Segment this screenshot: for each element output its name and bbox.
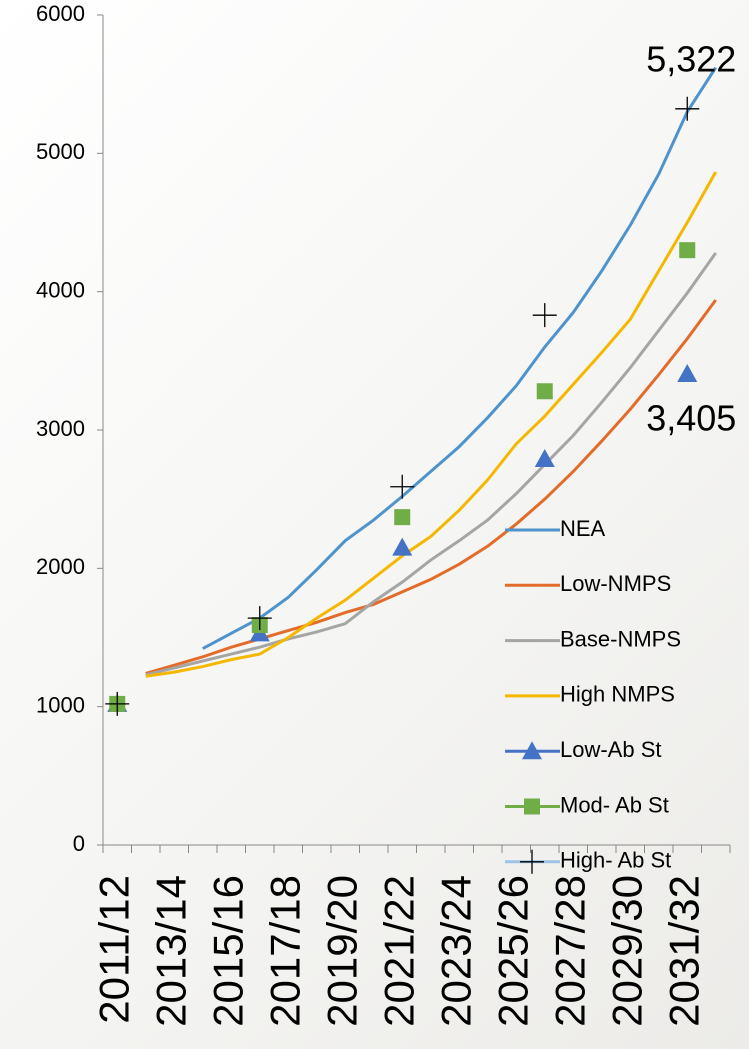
series-line xyxy=(145,171,718,678)
data-label: 3,405 xyxy=(646,397,736,438)
data-point xyxy=(247,606,272,631)
y-tick-label: 2000 xyxy=(36,554,85,579)
data-point xyxy=(675,96,700,121)
data-point xyxy=(677,363,698,382)
data-point xyxy=(532,303,557,328)
x-tick-label: 2021/22 xyxy=(375,875,422,1027)
data-point xyxy=(534,449,555,468)
x-tick-label: 2027/28 xyxy=(546,875,593,1027)
legend-marker xyxy=(524,798,540,815)
y-tick-label: 4000 xyxy=(36,277,85,302)
data-point xyxy=(679,242,696,259)
x-tick-label: 2019/20 xyxy=(318,875,365,1027)
x-tick-label: 2015/16 xyxy=(204,875,251,1027)
y-tick-label: 6000 xyxy=(36,1,85,26)
data-point xyxy=(394,509,411,526)
series-line xyxy=(202,66,718,650)
x-tick-label: 2011/12 xyxy=(90,875,137,1024)
y-tick-label: 0 xyxy=(73,831,85,856)
legend-label: High- Ab St xyxy=(560,848,671,873)
x-tick-label: 2025/26 xyxy=(489,875,536,1027)
legend-label: Mod- Ab St xyxy=(560,792,669,817)
data-point xyxy=(105,691,130,716)
x-tick-label: 2031/32 xyxy=(660,875,707,1027)
data-label: 5,322 xyxy=(646,38,736,79)
x-tick-label: 2017/18 xyxy=(261,875,308,1027)
data-point xyxy=(390,474,415,499)
y-tick-label: 1000 xyxy=(36,692,85,717)
data-point xyxy=(392,537,413,556)
data-point xyxy=(536,383,553,400)
series-line xyxy=(145,252,717,677)
y-tick-label: 3000 xyxy=(36,416,85,441)
legend-marker xyxy=(520,849,544,874)
legend-label: NEA xyxy=(560,516,606,541)
x-tick-label: 2029/30 xyxy=(603,875,650,1027)
x-tick-label: 2013/14 xyxy=(147,875,194,1027)
legend-label: Low-NMPS xyxy=(560,571,671,596)
legend-label: Base-NMPS xyxy=(560,626,681,651)
legend-marker xyxy=(522,741,542,760)
y-tick-label: 5000 xyxy=(36,139,85,164)
legend-label: Low-Ab St xyxy=(560,737,662,762)
legend-label: High NMPS xyxy=(560,682,675,707)
series-line xyxy=(145,299,717,675)
x-tick-label: 2023/24 xyxy=(432,875,479,1027)
